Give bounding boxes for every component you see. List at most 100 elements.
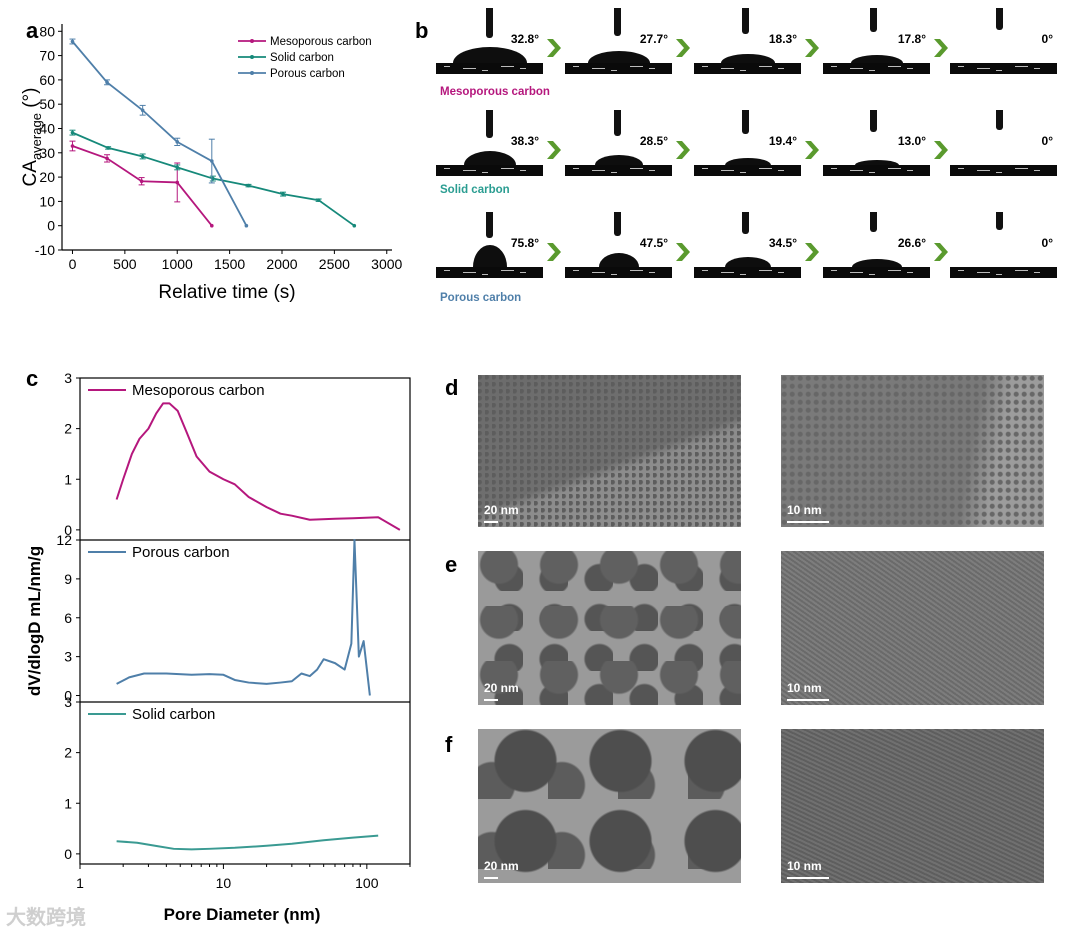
droplet (855, 160, 899, 165)
substrate-texture (759, 270, 772, 271)
substrate-texture (850, 272, 863, 273)
drop-image: 18.3° (694, 8, 801, 80)
tem-micrograph: 20 nm (478, 375, 741, 527)
needle (870, 110, 877, 132)
needle (996, 110, 1003, 130)
x-tick-label: 500 (113, 256, 137, 272)
substrate-texture (1034, 170, 1040, 171)
substrate-texture (888, 270, 901, 271)
substrate (823, 165, 930, 176)
contact-angle-value: 0° (1041, 32, 1053, 46)
series-line (71, 40, 248, 227)
watermark: 大数跨境 (6, 907, 86, 929)
substrate (436, 63, 543, 74)
contact-angle-value: 75.8° (510, 236, 539, 250)
substrate-texture (850, 68, 863, 69)
contact-angle-value: 28.5° (639, 134, 668, 148)
chevron-shape (805, 39, 819, 57)
y-tick-label: 60 (39, 72, 55, 88)
drop-image: 0° (950, 212, 1057, 284)
scale-bar-label: 20 nm (484, 859, 519, 873)
substrate-texture (778, 272, 784, 273)
substrate-texture (630, 270, 643, 271)
data-point (139, 179, 144, 184)
drop-image: 0° (950, 8, 1057, 80)
chevron-right-icon (547, 141, 561, 159)
data-point (105, 80, 109, 85)
data-point (244, 223, 249, 228)
panel-letter-e: e (445, 552, 458, 577)
y-tick-label: 40 (39, 120, 55, 136)
needle (996, 212, 1003, 230)
x-tick-label: 100 (355, 875, 379, 891)
drop-image: 32.8° (436, 8, 543, 80)
substrate-texture (1015, 66, 1028, 67)
substrate-texture (501, 168, 514, 169)
y-tick-label: 50 (39, 96, 55, 112)
substrate-texture (778, 68, 784, 69)
chevron-right-icon (676, 141, 690, 159)
chevron-right-icon (805, 243, 819, 261)
data-point (70, 130, 75, 135)
panel-letter-c: c (26, 366, 39, 391)
needle (614, 110, 621, 136)
y-tick-label: 6 (64, 610, 72, 626)
panel-letter-d: d (445, 375, 459, 400)
substrate-texture (573, 270, 579, 271)
substrate-texture (520, 68, 526, 69)
x-tick-label: 1 (76, 875, 84, 891)
substrate-texture (869, 172, 875, 173)
needle (742, 110, 749, 134)
chevron-shape (676, 39, 690, 57)
substrate-texture (778, 170, 784, 171)
y-tick-label: 80 (39, 23, 55, 39)
substrate (823, 63, 930, 74)
contact-angle-value: 18.3° (768, 32, 797, 46)
y-axis-label: dV/dlogD mL/nm/g (25, 546, 44, 696)
drop-image: 19.4° (694, 110, 801, 182)
y-tick-label: 0 (64, 522, 72, 538)
contact-angle-value: 32.8° (510, 32, 539, 46)
substrate-texture (958, 270, 964, 271)
data-point (106, 146, 110, 150)
data-point (210, 223, 214, 228)
contact-angle-value: 19.4° (768, 134, 797, 148)
y-tick-label: 0 (47, 218, 55, 234)
substrate (950, 165, 1057, 176)
chevron-right-icon (805, 141, 819, 159)
substrate (950, 63, 1057, 74)
substrate-texture (977, 68, 990, 69)
scale-bar (484, 521, 498, 523)
substrate-texture (611, 172, 617, 173)
substrate-texture (958, 66, 964, 67)
data-point (316, 198, 321, 202)
substrate-texture (759, 168, 772, 169)
drop-image: 13.0° (823, 110, 930, 182)
scale-bar-label: 10 nm (787, 503, 822, 517)
legend-marker (250, 71, 254, 75)
chevron-right-icon (934, 141, 948, 159)
drop-image: 47.5° (565, 212, 672, 284)
scale-bar-label: 10 nm (787, 859, 822, 873)
substrate-texture (482, 172, 488, 173)
substrate-texture (520, 272, 526, 273)
substrate-texture (888, 66, 901, 67)
droplet (725, 158, 771, 165)
drop-image: 28.5° (565, 110, 672, 182)
data-point (246, 183, 251, 188)
substrate-texture (444, 66, 450, 67)
legend-label: Porous carbon (270, 68, 345, 80)
substrate-texture (869, 70, 875, 71)
x-tick-label: 10 (216, 875, 232, 891)
droplet (599, 253, 639, 267)
scale-bar (787, 699, 829, 701)
series-line (116, 539, 371, 696)
needle (486, 212, 493, 238)
substrate (565, 63, 672, 74)
substrate (694, 63, 801, 74)
chevron-shape (547, 141, 561, 159)
x-axis-label: Pore Diameter (nm) (164, 905, 321, 924)
row-label: Porous carbon (440, 292, 522, 304)
plot-frame (79, 377, 411, 865)
substrate-texture (1015, 168, 1028, 169)
